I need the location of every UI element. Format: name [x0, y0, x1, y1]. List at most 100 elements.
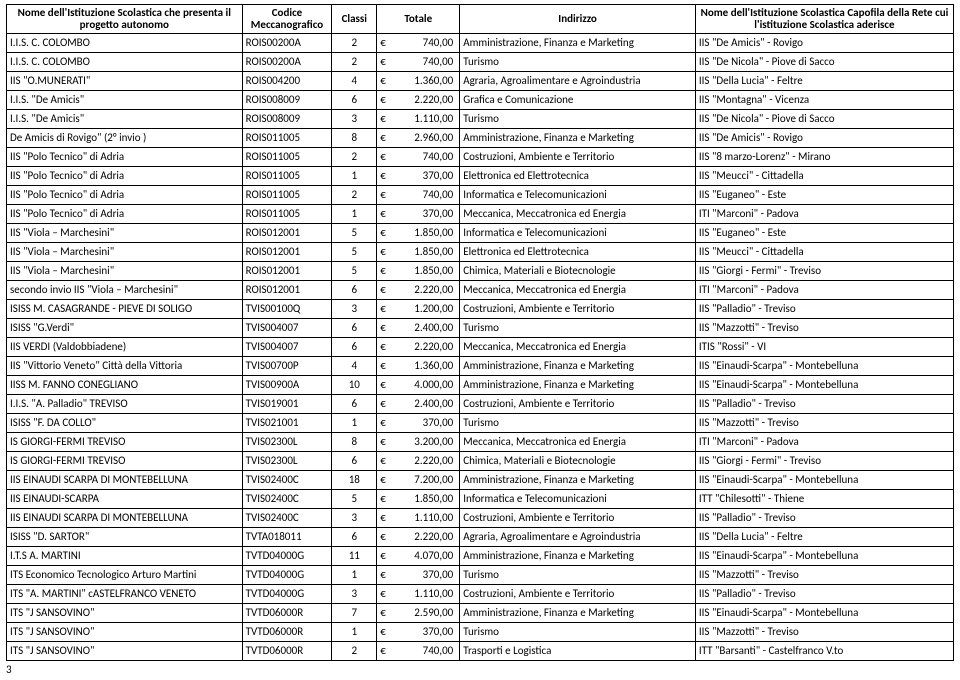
cell-totale: 2.400,00 [392, 319, 459, 338]
cell-indirizzo: Informatica e Telecomunicazioni [460, 186, 696, 205]
table-row: ITS "J SANSOVINO"TVTD06000R2€740,00Trasp… [7, 642, 954, 661]
cell-capofila: IIS "Einaudi-Scarpa" - Montebelluna [695, 604, 953, 623]
cell-capofila: IIS "Mazzotti" - Treviso [695, 566, 953, 585]
cell-nome: I.T.S A. MARTINI [7, 547, 243, 566]
cell-classi: 6 [332, 319, 377, 338]
cell-codice: ROIS011005 [242, 167, 332, 186]
cell-totale: 370,00 [392, 623, 459, 642]
table-row: IIS EINAUDI SCARPA DI MONTEBELLUNATVIS02… [7, 509, 954, 528]
cell-currency: € [377, 110, 393, 129]
cell-currency: € [377, 357, 393, 376]
cell-totale: 740,00 [392, 53, 459, 72]
cell-totale: 1.360,00 [392, 72, 459, 91]
cell-classi: 2 [332, 642, 377, 661]
cell-indirizzo: Chimica, Materiali e Biotecnologie [460, 262, 696, 281]
cell-currency: € [377, 224, 393, 243]
cell-indirizzo: Costruzioni, Ambiente e Territorio [460, 300, 696, 319]
cell-totale: 2.220,00 [392, 528, 459, 547]
cell-totale: 370,00 [392, 566, 459, 585]
cell-currency: € [377, 186, 393, 205]
cell-nome: IIS VERDI (Valdobbiadene) [7, 338, 243, 357]
cell-indirizzo: Grafica e Comunicazione [460, 91, 696, 110]
table-row: IIS EINAUDI SCARPA DI MONTEBELLUNATVIS02… [7, 471, 954, 490]
cell-classi: 1 [332, 167, 377, 186]
cell-codice: TVIS00700P [242, 357, 332, 376]
cell-nome: ITS "J SANSOVINO" [7, 642, 243, 661]
cell-codice: ROIS011005 [242, 205, 332, 224]
table-row: secondo invio IIS "Viola – Marchesini"RO… [7, 281, 954, 300]
cell-classi: 6 [332, 528, 377, 547]
cell-nome: ISISS M. CASAGRANDE - PIEVE DI SOLIGO [7, 300, 243, 319]
cell-nome: ISISS "D. SARTOR" [7, 528, 243, 547]
cell-currency: € [377, 452, 393, 471]
cell-totale: 740,00 [392, 148, 459, 167]
cell-classi: 2 [332, 186, 377, 205]
cell-currency: € [377, 585, 393, 604]
table-row: IIS "O.MUNERATI"ROIS0042004€1.360,00Agra… [7, 72, 954, 91]
cell-capofila: IIS "De Nicola" - Piove di Sacco [695, 110, 953, 129]
cell-indirizzo: Elettronica ed Elettrotecnica [460, 243, 696, 262]
cell-currency: € [377, 547, 393, 566]
cell-capofila: IIS "Einaudi-Scarpa" - Montebelluna [695, 357, 953, 376]
cell-codice: TVIS00100Q [242, 300, 332, 319]
cell-capofila: IIS "Einaudi-Scarpa" - Montebelluna [695, 547, 953, 566]
table-row: I.T.S A. MARTINITVTD04000G11€4.070,00Amm… [7, 547, 954, 566]
table-row: IIS EINAUDI-SCARPATVIS02400C5€1.850,00In… [7, 490, 954, 509]
cell-indirizzo: Trasporti e Logistica [460, 642, 696, 661]
cell-nome: secondo invio IIS "Viola – Marchesini" [7, 281, 243, 300]
cell-indirizzo: Elettronica ed Elettrotecnica [460, 167, 696, 186]
table-row: ITS "J SANSOVINO"TVTD06000R7€2.590,00Amm… [7, 604, 954, 623]
cell-nome: IIS EINAUDI SCARPA DI MONTEBELLUNA [7, 509, 243, 528]
col-codice: Codice Meccanografico [242, 5, 332, 34]
table-row: I.I.S. "De Amicis"ROIS0080093€1.110,00Tu… [7, 110, 954, 129]
cell-codice: ROIS011005 [242, 148, 332, 167]
cell-totale: 2.590,00 [392, 604, 459, 623]
cell-nome: IS GIORGI-FERMI TREVISO [7, 433, 243, 452]
cell-capofila: IIS "Euganeo" - Este [695, 186, 953, 205]
cell-classi: 8 [332, 433, 377, 452]
cell-classi: 1 [332, 414, 377, 433]
cell-capofila: IIS "Einaudi-Scarpa" - Montebelluna [695, 376, 953, 395]
cell-classi: 6 [332, 338, 377, 357]
cell-classi: 6 [332, 452, 377, 471]
cell-currency: € [377, 205, 393, 224]
table-row: IS GIORGI-FERMI TREVISOTVIS02300L8€3.200… [7, 433, 954, 452]
cell-currency: € [377, 471, 393, 490]
cell-codice: ROIS012001 [242, 243, 332, 262]
cell-codice: TVIS00900A [242, 376, 332, 395]
table-row: IIS "Polo Tecnico" di AdriaROIS0110052€7… [7, 148, 954, 167]
cell-totale: 1.850,00 [392, 224, 459, 243]
cell-indirizzo: Amministrazione, Finanza e Marketing [460, 471, 696, 490]
cell-codice: ROIS012001 [242, 281, 332, 300]
cell-currency: € [377, 319, 393, 338]
cell-currency: € [377, 91, 393, 110]
cell-currency: € [377, 642, 393, 661]
cell-totale: 2.220,00 [392, 91, 459, 110]
cell-totale: 740,00 [392, 34, 459, 53]
cell-indirizzo: Turismo [460, 53, 696, 72]
table-row: IS GIORGI-FERMI TREVISOTVIS02300L6€2.220… [7, 452, 954, 471]
cell-totale: 1.110,00 [392, 509, 459, 528]
cell-capofila: ITT "Chilesotti" - Thiene [695, 490, 953, 509]
cell-codice: ROIS00200A [242, 34, 332, 53]
cell-nome: IIS EINAUDI SCARPA DI MONTEBELLUNA [7, 471, 243, 490]
cell-classi: 1 [332, 205, 377, 224]
cell-classi: 5 [332, 490, 377, 509]
cell-codice: TVIS021001 [242, 414, 332, 433]
cell-codice: TVTD06000R [242, 604, 332, 623]
cell-classi: 5 [332, 224, 377, 243]
table-row: IIS "Viola – Marchesini"ROIS0120015€1.85… [7, 224, 954, 243]
cell-nome: ITS "J SANSOVINO" [7, 623, 243, 642]
cell-totale: 1.850,00 [392, 243, 459, 262]
cell-currency: € [377, 281, 393, 300]
cell-nome: I.I.S. C. COLOMBO [7, 34, 243, 53]
cell-totale: 740,00 [392, 642, 459, 661]
cell-nome: IIS EINAUDI-SCARPA [7, 490, 243, 509]
cell-totale: 370,00 [392, 167, 459, 186]
cell-capofila: IIS "Mazzotti" - Treviso [695, 623, 953, 642]
cell-currency: € [377, 376, 393, 395]
cell-codice: ROIS008009 [242, 91, 332, 110]
cell-indirizzo: Turismo [460, 110, 696, 129]
cell-currency: € [377, 167, 393, 186]
cell-capofila: ITIS "Rossi" - VI [695, 338, 953, 357]
